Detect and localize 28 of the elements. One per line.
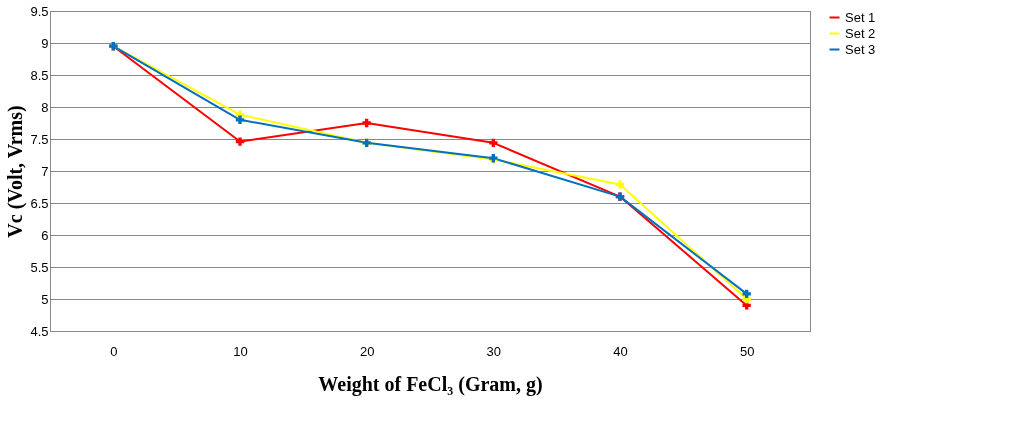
y-tick-label: 8 [41, 99, 49, 115]
y-tick-label: 9.5 [30, 3, 49, 19]
x-tick-label: 50 [739, 343, 755, 359]
x-tick-label: 30 [486, 343, 502, 359]
x-tick-label: 10 [233, 343, 248, 359]
point [489, 138, 498, 148]
y-tick-label: 8.5 [30, 67, 49, 83]
point [362, 118, 371, 128]
legend-label: Set 2 [845, 25, 876, 41]
y-tick-label: 4.5 [30, 323, 49, 339]
y-tick-label: 6.5 [30, 195, 49, 211]
x-tick-label: 20 [359, 343, 375, 359]
y-axis-title: Vc (Volt, Vrms) [4, 105, 28, 238]
y-tick-label: 7.5 [30, 131, 49, 147]
y-tick-label: 6 [41, 227, 49, 243]
legend-label: Set 1 [845, 9, 876, 25]
legend-label: Set 3 [845, 41, 876, 57]
point [742, 289, 751, 299]
y-tick-label: 7 [41, 163, 49, 179]
y-tick-label: 5 [41, 291, 49, 307]
point [235, 137, 245, 146]
x-tick-label: 0 [110, 343, 118, 359]
point [235, 115, 245, 124]
x-tick-label: 40 [613, 343, 628, 359]
point [615, 180, 625, 189]
y-tick-label: 9 [41, 35, 49, 51]
y-tick-label: 5.5 [30, 259, 49, 275]
x-axis-title: Weight of FeCl₃ (Gram, g) [318, 372, 543, 396]
